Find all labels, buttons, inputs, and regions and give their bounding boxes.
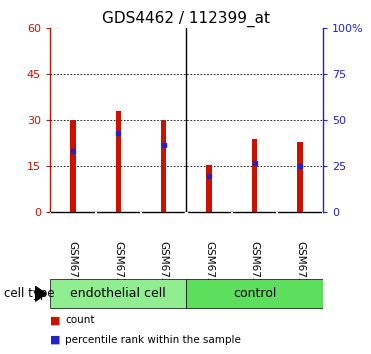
- Text: ■: ■: [50, 315, 60, 325]
- Title: GDS4462 / 112399_at: GDS4462 / 112399_at: [102, 11, 270, 27]
- Text: control: control: [233, 287, 276, 300]
- Text: GSM673574: GSM673574: [113, 241, 123, 304]
- Bar: [297, 142, 303, 212]
- FancyBboxPatch shape: [50, 280, 187, 308]
- Text: cell type: cell type: [4, 287, 54, 300]
- Text: count: count: [65, 315, 95, 325]
- Bar: [161, 120, 167, 212]
- Text: endothelial cell: endothelial cell: [70, 287, 166, 300]
- Text: GSM673577: GSM673577: [250, 241, 260, 304]
- Text: GSM673576: GSM673576: [204, 241, 214, 304]
- Text: ■: ■: [50, 335, 60, 345]
- Bar: [115, 111, 121, 212]
- Polygon shape: [35, 286, 46, 301]
- Bar: [252, 139, 257, 212]
- Text: GSM673573: GSM673573: [68, 241, 78, 304]
- Text: GSM673575: GSM673575: [159, 241, 169, 304]
- Text: GSM673578: GSM673578: [295, 241, 305, 304]
- FancyBboxPatch shape: [187, 280, 323, 308]
- Bar: [70, 120, 76, 212]
- Text: percentile rank within the sample: percentile rank within the sample: [65, 335, 241, 345]
- Bar: [206, 165, 212, 212]
